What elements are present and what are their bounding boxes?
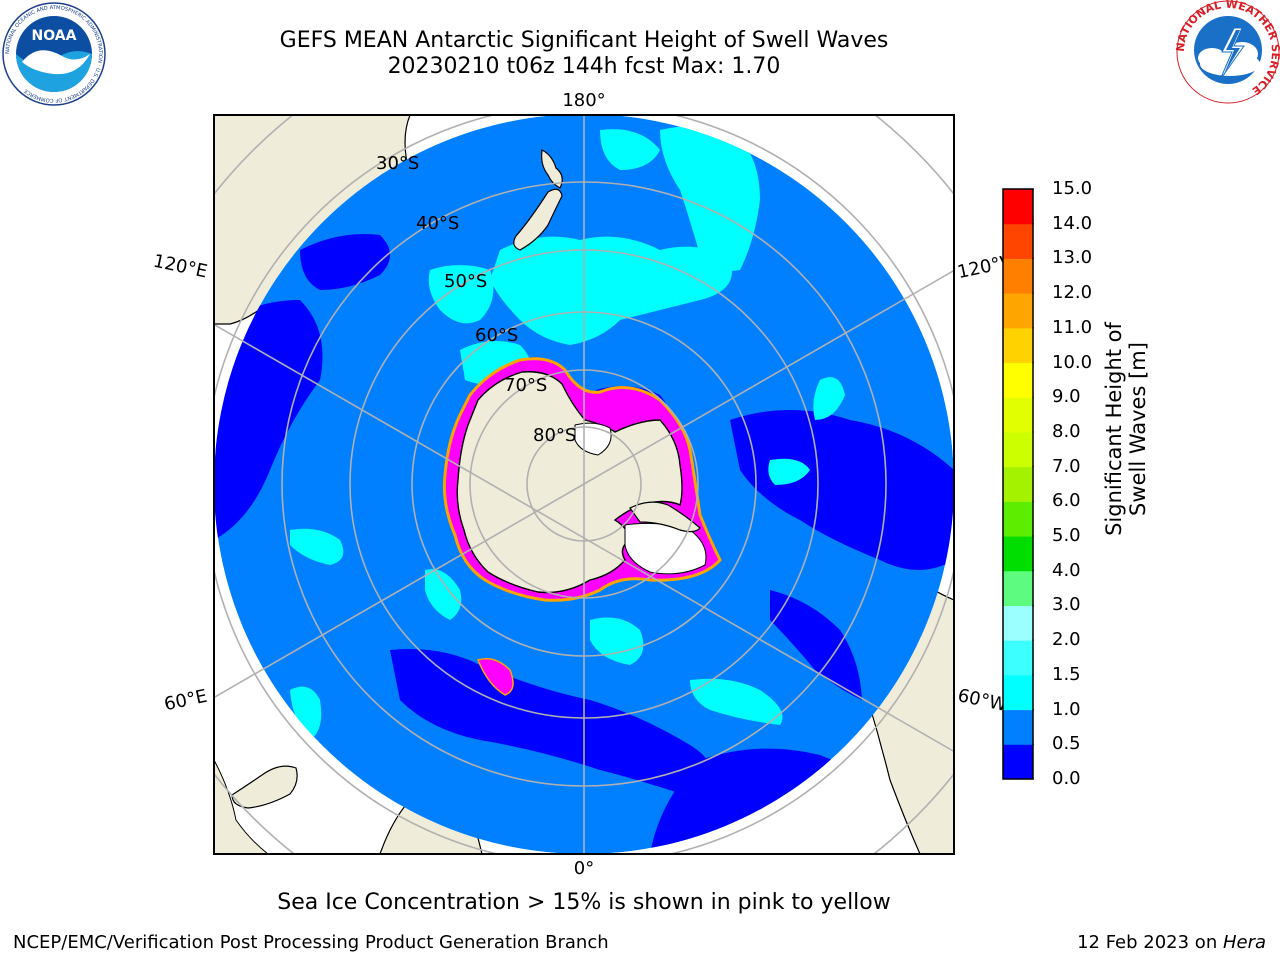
region-low-swell-south [390, 649, 713, 800]
colorbar-title: Significant Height of Swell Waves [m] [1102, 322, 1150, 536]
colorbar-tick-label: 1.0 [1052, 698, 1081, 720]
land-antarctic-peninsula [629, 501, 701, 533]
chart-title: GEFS MEAN Antarctic Significant Height o… [279, 28, 889, 53]
region-low-swell-east [730, 410, 954, 570]
footer-credit: NCEP/EMC/Verification Post Processing Pr… [13, 932, 609, 953]
colorbar-tick-label: 7.0 [1052, 455, 1081, 477]
colorbar-segment [1003, 431, 1033, 468]
region-mid-swell-e2 [768, 458, 810, 485]
colorbar-segment [1003, 536, 1033, 572]
colorbar-tick-label: 4.0 [1052, 559, 1081, 581]
footer-date-text: 12 Feb 2023 on [1077, 932, 1223, 953]
region-mid-swell-s1 [425, 569, 462, 620]
footer-host: Hera [1222, 932, 1266, 953]
colorbar-segment [1003, 744, 1033, 780]
land-africa-corner [214, 759, 269, 854]
footer-date: 12 Feb 2023 on Hera [1077, 932, 1266, 953]
sea-ice-patch [476, 658, 514, 696]
colorbar-tick-label: 0.5 [1052, 733, 1081, 755]
region-mid-swell-north [600, 129, 660, 170]
colorbar-segment [1003, 258, 1033, 294]
region-mid-swell-se [690, 678, 783, 725]
lon-label-0: 0° [574, 858, 594, 879]
colorbar-tick-label: 15.0 [1052, 178, 1093, 199]
land-madagascar [231, 765, 298, 809]
colorbar-tick-label: 12.0 [1052, 282, 1093, 304]
colorbar-tick-label: 2.0 [1052, 629, 1081, 651]
region-mid-swell-s2 [590, 617, 644, 665]
colorbar-frame [1002, 188, 1034, 780]
colorbar-segment [1003, 397, 1033, 433]
colorbar-segment [1003, 327, 1033, 364]
sea-ice-caption: Sea Ice Concentration > 15% is shown in … [277, 890, 891, 915]
colorbar-segment [1003, 501, 1033, 537]
lon-label-120e: 120°E [151, 251, 209, 283]
colorbar-tick-label: 1.5 [1052, 663, 1081, 685]
colorbar-segment [1003, 640, 1033, 676]
colorbar-tick-label: 8.0 [1052, 420, 1081, 442]
region-mid-swell-near-nz [428, 265, 494, 324]
colorbar-tick-label: 5.0 [1052, 525, 1081, 547]
colorbar-segment [1003, 189, 1033, 225]
colorbar-segment [1003, 362, 1033, 398]
colorbar-segment [1003, 605, 1033, 641]
colorbar-segment [1003, 570, 1033, 606]
colorbar-tick-label: 11.0 [1052, 316, 1093, 338]
lat-label-40s: 40°S [416, 213, 459, 234]
region-mid-swell-sw [290, 528, 344, 565]
noaa-logo-text: NOAA [32, 28, 77, 44]
lat-label-30s: 30°S [376, 153, 419, 174]
noaa-logo: NOAA NATIONAL OCEANIC AND ATMOSPHERIC AD… [2, 2, 106, 106]
colorbar-segment [1003, 293, 1033, 329]
colorbar-segment [1003, 709, 1033, 745]
land-new-zealand-south [513, 188, 563, 251]
lat-label-70s: 70°S [504, 375, 547, 396]
colorbar-tick-label: 0.0 [1052, 768, 1081, 789]
lon-label-180: 180° [562, 90, 605, 111]
colorbar-segment [1003, 223, 1033, 259]
colorbar-tick-label: 10.0 [1052, 351, 1093, 373]
region-mid-swell-w [290, 686, 322, 740]
colorbar-segment [1003, 466, 1033, 502]
land-new-zealand-north [541, 149, 563, 189]
region-mid-swell-e [813, 377, 845, 420]
region-mid-swell-northeast [660, 126, 760, 272]
lat-label-60s: 60°S [475, 325, 518, 346]
region-mid-swell-pacific [490, 236, 732, 345]
colorbar-tick-label: 9.0 [1052, 386, 1081, 408]
region-low-swell-west [214, 300, 323, 540]
colorbar-tick-label: 3.0 [1052, 594, 1081, 616]
graticule [214, 115, 954, 854]
colorbar-tick-label: 14.0 [1052, 212, 1093, 234]
colorbar-tick-label: 13.0 [1052, 247, 1093, 269]
lon-label-60e: 60°E [162, 686, 209, 716]
region-low-swell-tasman [300, 234, 390, 290]
nws-logo: NATIONAL WEATHER SERVICE [1176, 0, 1280, 104]
lat-label-80s: 80°S [533, 425, 576, 446]
region-low-swell-atlantic [770, 590, 862, 700]
lat-label-50s: 50°S [444, 271, 487, 292]
colorbar-segment [1003, 674, 1033, 711]
map-frame [213, 114, 955, 855]
colorbar-tick-label: 6.0 [1052, 490, 1081, 512]
chart-subtitle: 20230210 t06z 144h fcst Max: 1.70 [387, 54, 781, 79]
colorbar [1002, 188, 1034, 780]
